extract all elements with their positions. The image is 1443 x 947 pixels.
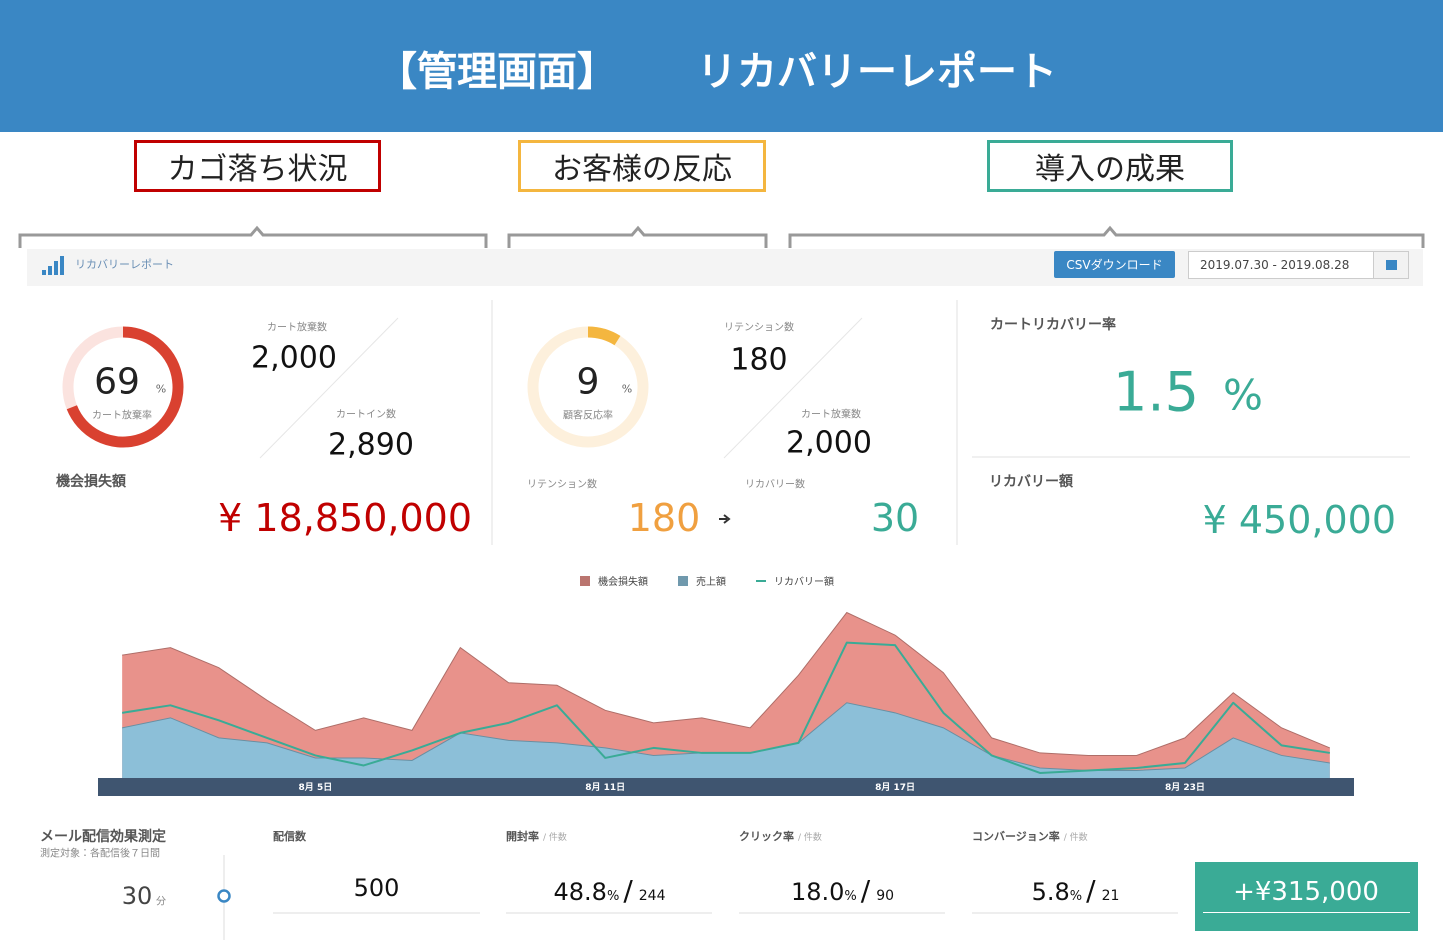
metric-count: 244: [638, 888, 666, 904]
rate-label: カートリカバリー率: [990, 317, 1116, 333]
header-bracket: 【管理画面】: [377, 49, 617, 95]
section-label: カゴ落ち状況: [134, 140, 381, 192]
metric-header: 配信数: [273, 828, 306, 844]
metric-label: 配信数: [273, 830, 306, 843]
area-edge: [122, 611, 1331, 756]
legend-label: 売上額: [696, 575, 726, 588]
app-name: リカバリーレポート: [75, 258, 174, 271]
slider-handle[interactable]: [217, 889, 231, 903]
mail-subtitle: 測定対象：各配信後７日間: [40, 848, 160, 860]
stat-label: リテンション数: [724, 322, 794, 334]
metric-value: 18.0%/ 90: [739, 874, 946, 907]
metric-value: 5.8%/ 21: [972, 874, 1179, 907]
metric-label: 開封率: [506, 830, 539, 843]
csv-button[interactable]: CSVダウンロード: [1054, 251, 1175, 278]
diagonal: [723, 317, 863, 459]
csv-button-label: CSVダウンロード: [1066, 258, 1163, 272]
result-button[interactable]: +¥315,000: [1195, 862, 1418, 931]
donut-arc: [66, 326, 184, 448]
legend-swatch: [678, 576, 688, 586]
window-value: 30: [121, 882, 153, 910]
stat-value: 2,890: [328, 427, 414, 463]
metric-rate: 48.8: [553, 878, 607, 906]
stat-value: 180: [730, 342, 788, 378]
area: [122, 612, 1330, 778]
arrow: [719, 514, 731, 524]
metric-separator: /: [623, 874, 633, 907]
x-tick-label: 8月 17日: [875, 782, 915, 793]
stat-value: 2,000: [786, 425, 872, 461]
result-underline: [1203, 912, 1410, 913]
metric-number: 500: [353, 874, 400, 902]
rate-value: 69: [94, 361, 140, 403]
loss-label: 機会損失額: [56, 474, 126, 490]
x-tick-label: 8月 5日: [299, 782, 333, 793]
stat-label: リテンション数: [527, 479, 597, 491]
metric-rate-unit: %: [606, 889, 620, 904]
rate-unit: %: [155, 382, 167, 396]
metric-rate: 5.8: [1031, 878, 1070, 906]
line: [121, 641, 1331, 774]
amount-value: ¥ 450,000: [1202, 498, 1396, 542]
rate-value: 1.5: [1113, 360, 1199, 424]
amount-label: リカバリー額: [989, 474, 1073, 490]
date-range: 2019.07.30 - 2019.08.28: [1200, 258, 1350, 272]
header-title: リカバリーレポート: [697, 49, 1057, 95]
section-label: お客様の反応: [518, 140, 766, 192]
recovery-count: 30: [870, 496, 920, 540]
result-value: +¥315,000: [1233, 877, 1379, 907]
metric-label: コンバージョン率: [972, 830, 1060, 843]
rate-label: 顧客反応率: [563, 410, 613, 422]
metric-note: / 件数: [543, 833, 567, 843]
legend-swatch: [580, 576, 590, 586]
metric-header: 開封率 / 件数: [506, 828, 567, 844]
rate-value: 9: [576, 361, 600, 403]
diagonal: [259, 317, 399, 459]
metric-rate-unit: %: [844, 889, 857, 904]
app-icon: [42, 256, 64, 275]
stat-label: リカバリー数: [745, 479, 805, 491]
metric-value: 48.8%/ 244: [506, 874, 713, 907]
x-axis-strip: [98, 778, 1354, 796]
area: [122, 702, 1330, 778]
legend: 機会損失額 売上額 リカバリー額: [580, 575, 834, 588]
calendar-button[interactable]: [1373, 252, 1408, 278]
metric-value: 500: [273, 874, 480, 902]
calendar-icon: [1385, 260, 1397, 270]
rate-label: カート放棄率: [92, 410, 152, 422]
x-tick-label: 8月 11日: [585, 782, 625, 793]
legend-label: リカバリー額: [774, 575, 834, 588]
header-bar: [0, 0, 1443, 132]
chart: 8月 5日 8月 11日 8月 17日 8月 23日 機会損失額 売上額 リカバリー額: [98, 560, 1354, 796]
metric-header: コンバージョン率 / 件数: [972, 828, 1088, 844]
rate-unit: %: [1223, 370, 1263, 420]
retention-value: 180: [627, 496, 701, 540]
metric-note: / 件数: [798, 833, 822, 843]
metric-separator: /: [1086, 874, 1096, 907]
stat-label: カートイン数: [336, 409, 396, 421]
loss-value: ¥ 18,850,000: [218, 496, 472, 540]
metric-count: 21: [1101, 888, 1120, 904]
x-tick-label: 8月 23日: [1165, 782, 1205, 793]
metric-header: クリック率 / 件数: [739, 828, 822, 844]
date-picker[interactable]: 2019.07.30 - 2019.08.28: [1188, 251, 1409, 279]
stat-label: カート放棄数: [267, 322, 327, 334]
mail-title: メール配信効果測定: [40, 829, 166, 845]
metric-count: 90: [876, 888, 895, 904]
stat-label: カート放棄数: [801, 409, 861, 421]
legend-label: 機会損失額: [598, 575, 648, 588]
metric-rate-unit: %: [1069, 889, 1083, 904]
window-unit: 分: [156, 896, 166, 908]
metric-note: / 件数: [1063, 833, 1088, 843]
brackets: [18, 225, 1425, 248]
stat-value: 2,000: [251, 340, 337, 376]
metric-label: クリック率: [739, 830, 794, 843]
metric-separator: /: [860, 874, 871, 907]
donut-arc: [587, 326, 621, 346]
rate-unit: %: [621, 382, 633, 396]
section-label: 導入の成果: [987, 140, 1233, 192]
metric-rate: 18.0: [790, 878, 845, 906]
